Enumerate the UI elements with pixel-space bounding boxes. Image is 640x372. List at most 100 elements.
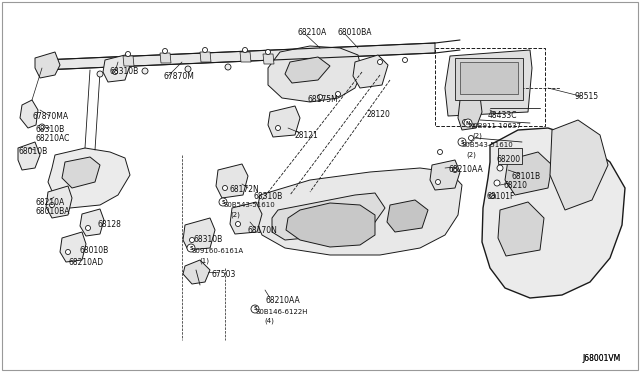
Polygon shape — [42, 43, 435, 70]
Polygon shape — [445, 50, 532, 116]
Polygon shape — [255, 168, 462, 255]
Circle shape — [142, 68, 148, 74]
Text: 68210A: 68210A — [35, 198, 64, 207]
Circle shape — [438, 150, 442, 154]
Text: N0B911-10637: N0B911-10637 — [468, 123, 521, 129]
Polygon shape — [160, 53, 171, 63]
Polygon shape — [498, 202, 544, 256]
Circle shape — [464, 119, 472, 127]
Text: 68010B: 68010B — [18, 147, 47, 156]
Text: 28120: 28120 — [367, 110, 391, 119]
Circle shape — [163, 48, 168, 54]
Polygon shape — [550, 120, 608, 210]
Circle shape — [335, 92, 340, 96]
Polygon shape — [505, 152, 552, 195]
Text: 68210AD: 68210AD — [68, 258, 103, 267]
Polygon shape — [35, 52, 60, 78]
Polygon shape — [230, 202, 262, 234]
Text: 68210: 68210 — [504, 181, 528, 190]
Polygon shape — [458, 96, 482, 130]
Polygon shape — [285, 57, 330, 83]
Circle shape — [458, 138, 466, 146]
Text: S: S — [460, 140, 464, 144]
Text: (4): (4) — [264, 318, 274, 324]
Text: 67870MA: 67870MA — [32, 112, 68, 121]
Polygon shape — [60, 232, 86, 262]
Circle shape — [189, 237, 195, 243]
Polygon shape — [80, 209, 104, 236]
Text: J68001VM: J68001VM — [582, 354, 620, 363]
Polygon shape — [482, 128, 625, 298]
Text: (2): (2) — [466, 151, 476, 157]
Polygon shape — [200, 52, 211, 62]
Circle shape — [497, 165, 503, 171]
Bar — [435, 48, 545, 126]
Text: S0B543-51610: S0B543-51610 — [223, 202, 275, 208]
Polygon shape — [353, 55, 388, 88]
Circle shape — [113, 70, 118, 74]
Polygon shape — [216, 164, 248, 198]
Text: 68175M: 68175M — [308, 95, 339, 104]
Text: S: S — [189, 246, 193, 250]
Circle shape — [219, 198, 227, 206]
Text: 68210AA: 68210AA — [266, 296, 301, 305]
Polygon shape — [20, 100, 38, 128]
Text: S: S — [221, 199, 225, 205]
Polygon shape — [18, 142, 40, 170]
Circle shape — [225, 64, 231, 70]
Text: (2): (2) — [472, 132, 482, 138]
Text: S09160-6161A: S09160-6161A — [191, 248, 243, 254]
Polygon shape — [103, 55, 130, 82]
Text: 68310B: 68310B — [109, 67, 138, 76]
Circle shape — [243, 48, 248, 52]
Circle shape — [452, 167, 458, 173]
Text: 67870M: 67870M — [163, 72, 194, 81]
Circle shape — [403, 58, 408, 62]
Bar — [455, 58, 523, 100]
Circle shape — [187, 244, 195, 252]
Text: (2): (2) — [230, 211, 240, 218]
Polygon shape — [62, 157, 100, 188]
Polygon shape — [46, 186, 72, 218]
Text: 68210A: 68210A — [298, 28, 327, 37]
Circle shape — [275, 125, 280, 131]
Circle shape — [490, 193, 495, 199]
Text: 68210AA: 68210AA — [449, 165, 484, 174]
Text: 68200: 68200 — [497, 155, 521, 164]
Text: S: S — [253, 307, 257, 311]
Circle shape — [49, 202, 54, 208]
Circle shape — [435, 180, 440, 185]
Text: 68210AC: 68210AC — [35, 134, 69, 143]
Circle shape — [468, 135, 474, 141]
Polygon shape — [48, 148, 130, 208]
Circle shape — [223, 186, 227, 190]
Circle shape — [463, 119, 467, 125]
Text: 68172N: 68172N — [230, 185, 260, 194]
Text: 68101F: 68101F — [487, 192, 515, 201]
Text: 68010B: 68010B — [79, 246, 108, 255]
Circle shape — [39, 124, 45, 130]
Bar — [460, 62, 518, 94]
Polygon shape — [263, 54, 274, 64]
Circle shape — [251, 305, 259, 313]
Polygon shape — [272, 193, 385, 240]
Circle shape — [97, 71, 103, 77]
Text: 98515: 98515 — [575, 92, 599, 101]
Polygon shape — [387, 200, 428, 232]
Text: 68010BA: 68010BA — [35, 207, 70, 216]
Bar — [498, 148, 522, 164]
Circle shape — [86, 225, 90, 231]
Text: 67503: 67503 — [212, 270, 236, 279]
Text: S0B543-51610: S0B543-51610 — [462, 142, 514, 148]
Text: 68170N: 68170N — [248, 226, 278, 235]
Polygon shape — [123, 56, 134, 66]
Circle shape — [125, 51, 131, 57]
Circle shape — [494, 180, 500, 186]
Text: 48433C: 48433C — [488, 111, 518, 120]
Text: 68310B: 68310B — [35, 125, 64, 134]
Circle shape — [378, 60, 383, 64]
Polygon shape — [268, 106, 300, 137]
Polygon shape — [240, 52, 251, 62]
Polygon shape — [286, 203, 375, 247]
Circle shape — [266, 49, 271, 55]
